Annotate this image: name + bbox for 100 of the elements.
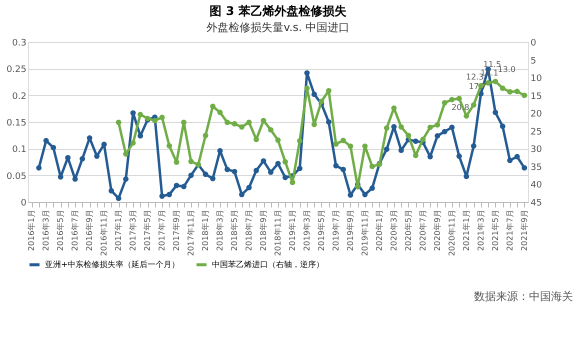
x-tick-label: 2021年3月 (476, 210, 486, 251)
x-tick-label: 2017年9月 (172, 210, 182, 251)
y2-tick-label: 10 (530, 74, 542, 84)
x-tick-label: 2020年3月 (389, 210, 398, 251)
y2-tick-label: 25 (530, 127, 542, 138)
x-tick-label: 2021年7月 (505, 210, 514, 251)
point (406, 132, 412, 138)
y2-tick-label: 20 (530, 110, 542, 120)
x-tick-label: 2017年1月 (114, 210, 124, 251)
x-tick-label: 2016年5月 (56, 210, 66, 251)
point (138, 112, 144, 118)
point (246, 120, 252, 126)
x-tick-label: 2016年9月 (85, 210, 94, 251)
x-tick-label: 2018年7月 (244, 210, 254, 251)
point (188, 158, 194, 164)
y2-tick-label: 0 (530, 38, 536, 48)
point (434, 122, 440, 128)
x-tick-label: 2017年11月 (186, 210, 196, 256)
x-tick-label: 2019年9月 (346, 210, 355, 251)
point (470, 102, 476, 108)
point (384, 125, 390, 131)
x-tick-label: 2018年3月 (216, 210, 225, 251)
source-note: 数据来源：中国海关 (474, 290, 573, 303)
x-tick-label: 2016年3月 (42, 210, 51, 251)
point (304, 85, 310, 91)
y2-tick-label: 35 (530, 162, 542, 173)
point (522, 92, 528, 98)
point (507, 89, 513, 95)
y2-tick-label: 45 (530, 198, 542, 208)
point (152, 118, 158, 124)
x-tick-label: 2019年11月 (360, 210, 370, 256)
point (369, 164, 375, 170)
x-tick-label: 2020年11月 (447, 210, 456, 256)
x-tick-label: 2021年1月 (462, 210, 471, 251)
y-tick-label: 0.2 (12, 92, 26, 102)
point (232, 121, 238, 127)
point (420, 136, 426, 142)
point (514, 88, 520, 94)
point (464, 113, 470, 119)
point (492, 78, 498, 84)
x-tick-label: 2019年3月 (302, 210, 312, 251)
x-tick-label: 2020年9月 (432, 210, 442, 251)
point (130, 140, 136, 146)
x-tick-label: 2019年7月 (331, 210, 340, 251)
point (318, 98, 324, 104)
y-tick-label: 0.1 (12, 145, 26, 156)
x-tick-label: 2017年3月 (128, 210, 138, 251)
x-tick-label: 2016年7月 (70, 210, 80, 251)
y-tick-label: 0 (20, 198, 27, 208)
data-label: 12.3 (466, 72, 484, 82)
x-tick-label: 2016年11月 (100, 210, 109, 256)
y2-tick-label: 40 (530, 180, 542, 191)
x-tick-label: 2019年1月 (288, 210, 297, 251)
y2-tick-label: 15 (530, 92, 542, 102)
point (282, 159, 288, 165)
point (290, 180, 296, 186)
point (500, 85, 506, 91)
chart-subtitle: 外盘检修损失量v.s. 中国进口 (206, 21, 350, 34)
point (297, 138, 302, 144)
point (398, 124, 404, 130)
point (442, 100, 448, 106)
x-tick-label: 2021年5月 (490, 210, 500, 251)
point (224, 120, 230, 126)
x-tick-label: 2018年5月 (230, 210, 240, 251)
point (427, 124, 433, 130)
point (239, 124, 245, 130)
point (311, 122, 317, 128)
x-tick-label: 2018年11月 (274, 210, 282, 256)
point (217, 110, 223, 116)
y-tick-label: 0.05 (6, 172, 26, 182)
point (202, 132, 208, 138)
x-tick-label: 2020年5月 (404, 210, 413, 251)
point (275, 137, 281, 143)
x-tick-label: 2018年1月 (201, 210, 210, 251)
x-tick-label: 2020年1月 (374, 210, 384, 251)
point (449, 96, 455, 102)
legend-label: 亚洲+中东检修损失率（延后一个月） (45, 260, 180, 269)
y2-tick-label: 5 (530, 56, 536, 66)
chart-title: 图 3 苯乙烯外盘检修损失 (210, 4, 348, 18)
y-tick-label: 0.25 (6, 65, 26, 76)
point (268, 127, 274, 133)
x-tick-label: 2020年7月 (418, 210, 428, 251)
y-tick-label: 0.3 (12, 38, 26, 48)
point (456, 96, 462, 102)
x-tick-label: 2017年7月 (158, 210, 167, 251)
point (166, 143, 172, 149)
y2-tick-label: 30 (530, 145, 542, 156)
x-tick-label: 2021年9月 (520, 210, 529, 251)
point (326, 88, 332, 94)
point (362, 143, 368, 149)
x-tick-label: 2018年9月 (259, 210, 268, 251)
y-tick-label: 0.15 (6, 118, 26, 128)
point (340, 138, 346, 144)
x-tick-label: 2016年1月 (27, 210, 36, 251)
point (159, 114, 165, 120)
point (348, 143, 354, 149)
point (333, 141, 339, 147)
point (116, 120, 122, 126)
point (485, 80, 491, 86)
x-tick-label: 2019年5月 (316, 210, 326, 251)
